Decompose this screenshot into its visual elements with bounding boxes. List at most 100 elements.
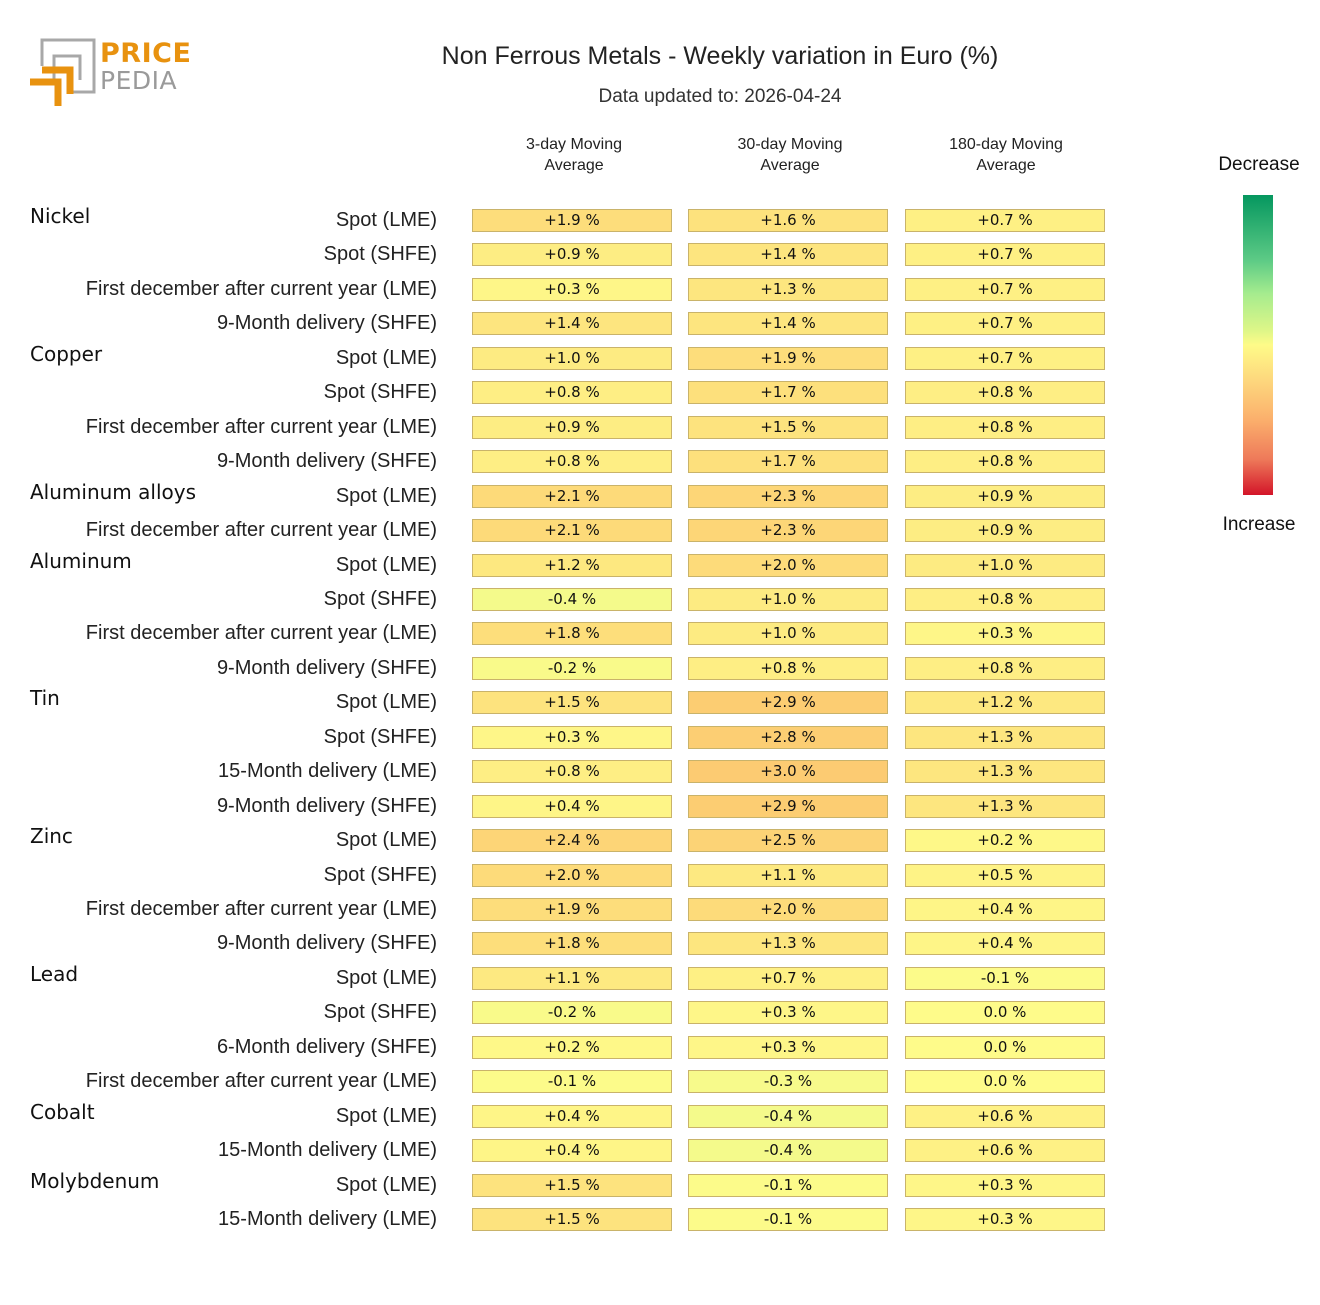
heatmap-cell: +1.4 %: [688, 312, 888, 336]
heatmap-cell: +1.0 %: [688, 622, 888, 646]
metal-group-label: Zinc: [30, 824, 73, 849]
chart-subtitle: Data updated to: 2026-04-24: [598, 86, 842, 107]
heatmap-cell: +1.5 %: [472, 1208, 672, 1232]
heatmap-cell: +0.3 %: [905, 1173, 1105, 1197]
heatmap-cell: +1.9 %: [472, 209, 672, 232]
pricepedia-logo: PRICE PEDIA: [28, 36, 192, 112]
row-label: 15-Month delivery (LME): [218, 1139, 437, 1162]
heatmap-cell: +0.7 %: [905, 209, 1105, 232]
heatmap-cell: +1.9 %: [472, 898, 672, 921]
heatmap-cell: -0.4 %: [688, 1139, 888, 1163]
heatmap-cell: +0.8 %: [905, 450, 1105, 474]
row-label: Spot (LME): [335, 553, 437, 576]
heatmap-cell: +0.4 %: [472, 1139, 672, 1163]
row-label: Spot (LME): [335, 829, 437, 852]
heatmap-cell: +2.4 %: [472, 829, 672, 853]
heatmap-cell: +0.6 %: [905, 1104, 1105, 1128]
heatmap-cell: +0.2 %: [472, 1035, 672, 1059]
heatmap-cell: +0.3 %: [472, 725, 672, 749]
heatmap-cell: +0.8 %: [905, 381, 1105, 405]
heatmap-cell: -0.1 %: [472, 1070, 672, 1094]
heatmap-cell: +2.3 %: [688, 519, 888, 543]
heatmap-cell: -0.4 %: [688, 1104, 888, 1128]
metal-group-label: Nickel: [30, 204, 91, 228]
heatmap-cell: +2.3 %: [688, 484, 888, 508]
heatmap-cell: +2.5 %: [688, 829, 888, 853]
heatmap-cell: +0.8 %: [472, 450, 672, 474]
heatmap-cell: +1.7 %: [688, 450, 888, 474]
heatmap-cell: +0.9 %: [905, 519, 1105, 543]
heatmap-cell: +2.0 %: [688, 553, 888, 577]
heatmap-cell: +1.1 %: [472, 966, 672, 990]
heatmap-cell: +3.0 %: [688, 760, 888, 784]
row-label: 9-Month delivery (SHFE): [216, 932, 437, 955]
heatmap-cell: +1.8 %: [472, 622, 672, 646]
heatmap-cell: +2.1 %: [472, 519, 672, 543]
heatmap-cell: +0.2 %: [905, 829, 1105, 853]
heatmap-cell: +0.7 %: [905, 346, 1105, 370]
row-label: Spot (LME): [335, 966, 437, 989]
heatmap-cell: +0.8 %: [905, 587, 1105, 611]
heatmap-cell: +1.3 %: [905, 725, 1105, 749]
metal-group-label: Cobalt: [30, 1099, 95, 1124]
heatmap-cell: +1.8 %: [472, 932, 672, 956]
heatmap-cell: +1.1 %: [688, 863, 888, 887]
heatmap-cell: +0.7 %: [688, 966, 888, 990]
chart-title: Non Ferrous Metals - Weekly variation in…: [441, 42, 999, 70]
row-label: 9-Month delivery (SHFE): [216, 794, 437, 817]
heatmap-cell: +1.3 %: [905, 760, 1105, 784]
legend-color-bar: [1243, 195, 1273, 495]
column-header-line: 3-day Moving: [525, 136, 623, 153]
row-label: 6-Month delivery (SHFE): [216, 1035, 437, 1058]
heatmap-cell: +1.4 %: [688, 243, 888, 267]
row-label: First december after current year (LME): [85, 1070, 437, 1093]
heatmap-cell: +2.1 %: [472, 484, 672, 508]
metal-group-label: Aluminum: [30, 548, 132, 573]
heatmap-cell: +0.5 %: [905, 863, 1105, 887]
heatmap-cell: +1.6 %: [688, 209, 888, 232]
row-label: First december after current year (LME): [85, 277, 437, 300]
metal-group-label: Copper: [30, 341, 103, 366]
heatmap-cell: +0.8 %: [472, 760, 672, 784]
heatmap-cell: -0.1 %: [688, 1208, 888, 1232]
row-label: Spot (LME): [335, 346, 437, 369]
legend-decrease-label: Decrease: [1218, 154, 1300, 175]
heatmap-cell: +0.3 %: [688, 1001, 888, 1025]
heatmap-cell: -0.1 %: [905, 966, 1105, 990]
heatmap-cell: +1.3 %: [688, 932, 888, 956]
heatmap-cell: +0.3 %: [905, 1208, 1105, 1232]
heatmap-cell: -0.4 %: [472, 587, 672, 611]
legend-increase-label: Increase: [1222, 514, 1296, 535]
heatmap-cell: -0.3 %: [688, 1070, 888, 1094]
row-label: 9-Month delivery (SHFE): [216, 450, 437, 473]
heatmap-cell: +0.8 %: [905, 656, 1105, 680]
heatmap-cell: 0.0 %: [905, 1035, 1105, 1059]
heatmap-cell: +1.5 %: [688, 415, 888, 439]
heatmap-cell: +0.7 %: [905, 312, 1105, 336]
heatmap-cell: +0.3 %: [688, 1035, 888, 1059]
row-label: Spot (LME): [335, 209, 437, 231]
heatmap-cell: +0.4 %: [472, 1104, 672, 1128]
heatmap-cell: +1.5 %: [472, 691, 672, 715]
metal-group-label: Tin: [30, 686, 60, 711]
row-label: Spot (SHFE): [323, 863, 437, 886]
row-label: First december after current year (LME): [85, 898, 437, 920]
heatmap-cell: +0.8 %: [905, 415, 1105, 439]
heatmap-cell: +0.6 %: [905, 1139, 1105, 1163]
heatmap-cell: +1.2 %: [905, 691, 1105, 715]
heatmap-cell: +2.8 %: [688, 725, 888, 749]
row-label: Spot (SHFE): [323, 243, 437, 266]
row-label: Spot (SHFE): [323, 381, 437, 404]
heatmap-cell: +0.8 %: [472, 381, 672, 405]
heatmap-cell: +1.0 %: [472, 346, 672, 370]
metal-group-label: Aluminum alloys: [30, 479, 197, 504]
heatmap-cell: +2.9 %: [688, 794, 888, 818]
column-header-line: 30-day Moving: [737, 136, 843, 153]
heatmap-cell: +0.9 %: [905, 484, 1105, 508]
row-label: Spot (SHFE): [323, 1001, 437, 1024]
heatmap-cell: +0.8 %: [688, 656, 888, 680]
metal-group-label: Lead: [30, 961, 79, 986]
column-header-line: Average: [760, 157, 820, 174]
logo-text-price: PRICE: [100, 38, 192, 69]
heatmap-cell: +0.3 %: [905, 622, 1105, 646]
